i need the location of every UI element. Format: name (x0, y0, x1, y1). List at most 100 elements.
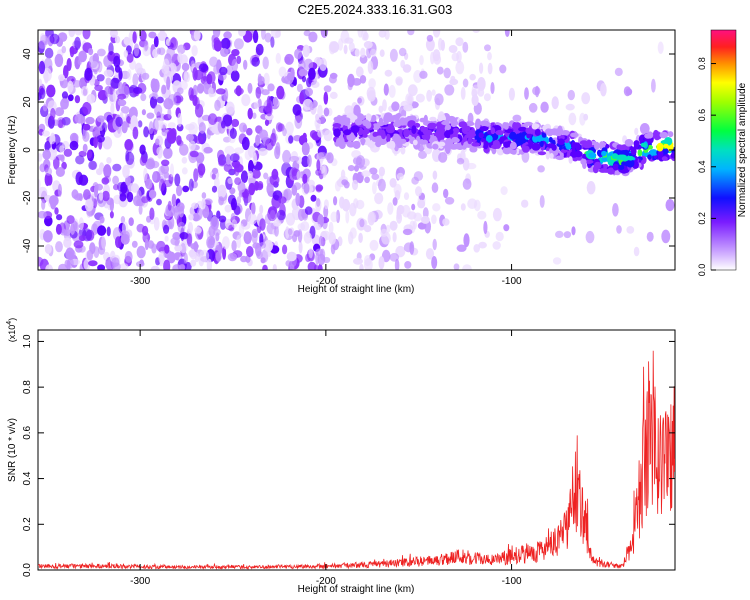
spectrogram-cell (355, 155, 366, 169)
spectrogram-cell (579, 140, 589, 146)
spectrogram-cell (333, 196, 338, 206)
spectrogram-cell (236, 55, 242, 65)
spectrogram-cell (143, 126, 150, 138)
spectrogram-cell (504, 30, 510, 37)
spectrogram-cell (213, 39, 222, 52)
spectrogram-cell (487, 52, 492, 61)
spectrogram-cell (310, 81, 320, 88)
spectrogram-cell (87, 149, 92, 159)
spectrogram-cell (616, 225, 622, 234)
spectrogram-cell (333, 128, 341, 138)
spectrogram-cell (145, 178, 153, 190)
spectrogram-cell (308, 247, 313, 259)
spectrogram-cell (531, 123, 539, 130)
spectrogram-cell (48, 195, 59, 207)
spectrogram-cell (156, 96, 164, 104)
spectrogram-cell (625, 88, 633, 96)
spectrogram-cell (99, 216, 105, 224)
spectrogram-cell (156, 47, 161, 55)
spectrogram-cell (448, 45, 458, 53)
spectrogram-cell (231, 58, 239, 72)
spectrogram-cell (219, 66, 228, 76)
spectrogram-cell (38, 39, 47, 49)
spectrogram-cell (179, 241, 188, 253)
spectrogram-cell (123, 36, 131, 46)
spectrogram-cell (451, 52, 460, 62)
spectrogram-cell (188, 140, 196, 151)
spectrogram-cell (388, 84, 396, 98)
spectrogram-cell (307, 179, 315, 187)
spectrogram-cell (565, 103, 575, 111)
spectrogram-cell (78, 235, 86, 242)
spectrogram-cell (221, 120, 226, 129)
spectrogram-cell (552, 257, 562, 265)
y-tick-label: 0.8 (22, 380, 33, 394)
spectrogram-cell (526, 132, 532, 139)
spectrogram-cell (141, 109, 146, 116)
spectrogram-cell (404, 261, 412, 269)
spectrogram-cell (84, 198, 94, 212)
spectrogram-cell (358, 232, 363, 243)
spectrogram-cell (588, 152, 597, 159)
spectrogram-cell (206, 258, 213, 270)
spectrogram-cell (431, 256, 438, 269)
spectrogram-cell (163, 98, 174, 110)
spectrogram-cell (409, 241, 415, 255)
spectrogram-cell (101, 177, 110, 185)
spectrogram-cell (371, 173, 380, 180)
spectrogram-cell (93, 136, 98, 149)
spectrogram-cell (471, 94, 479, 106)
spectrogram-cell (106, 157, 112, 164)
spectrogram-cell (263, 172, 269, 180)
spectrogram-y-label: Frequency (Hz) (7, 116, 18, 185)
spectrogram-cell (402, 64, 412, 73)
spectrogram-cell (248, 159, 254, 174)
spectrogram-cell (571, 141, 577, 150)
spectrogram-cell (61, 45, 67, 54)
spectrogram-cell (176, 135, 182, 146)
spectrogram-cell (647, 131, 654, 139)
y-tick-label: 40 (22, 48, 33, 60)
spectrogram-cell (294, 48, 303, 60)
spectrogram-cell (341, 198, 351, 212)
spectrogram-cell (115, 116, 123, 128)
spectrogram-cell (44, 244, 52, 254)
spectrogram-cell (307, 154, 312, 168)
spectrogram-cell (353, 198, 359, 209)
spectrogram-cell (584, 159, 594, 164)
spectrogram-cell (112, 175, 119, 185)
spectrogram-cell (419, 55, 424, 66)
spectrogram-cell (293, 230, 301, 237)
spectrogram-cell (555, 230, 564, 238)
spectrogram-cell (537, 151, 547, 156)
snr-y-ticks: 0.0 0.2 0.4 0.6 0.8 1.0 (22, 334, 675, 577)
spectrogram-cell (443, 188, 449, 199)
spectrogram-cell (225, 101, 235, 115)
spectrogram-cell (524, 121, 533, 126)
spectrogram-cell (191, 202, 199, 209)
spectrogram-cell (66, 58, 72, 71)
spectrogram-cell (456, 244, 467, 252)
spectrogram-cells (38, 30, 675, 270)
spectrogram-cell (138, 204, 143, 215)
spectrogram-cell (110, 77, 121, 89)
spectrogram-cell (415, 93, 425, 103)
spectrogram-cell (369, 239, 379, 251)
spectrogram-cell (580, 158, 587, 165)
spectrogram-cell (557, 138, 565, 145)
spectrogram-cell (423, 114, 428, 124)
spectrogram-cell (230, 70, 240, 82)
spectrogram-cell (42, 149, 51, 160)
colorbar-tick-label: 0.0 (697, 264, 707, 277)
spectrogram-cell (289, 155, 300, 163)
spectrogram-cell (166, 130, 177, 144)
spectrogram-cell (624, 139, 634, 147)
spectrogram-cell (460, 86, 466, 100)
spectrogram-cell (255, 86, 262, 99)
spectrogram-cell (177, 87, 184, 95)
spectrogram-cell (211, 185, 218, 193)
spectrogram-cell (377, 129, 384, 134)
spectrogram-cell (492, 241, 501, 250)
spectrogram-cell (434, 93, 444, 106)
spectrogram-cell (194, 96, 200, 110)
